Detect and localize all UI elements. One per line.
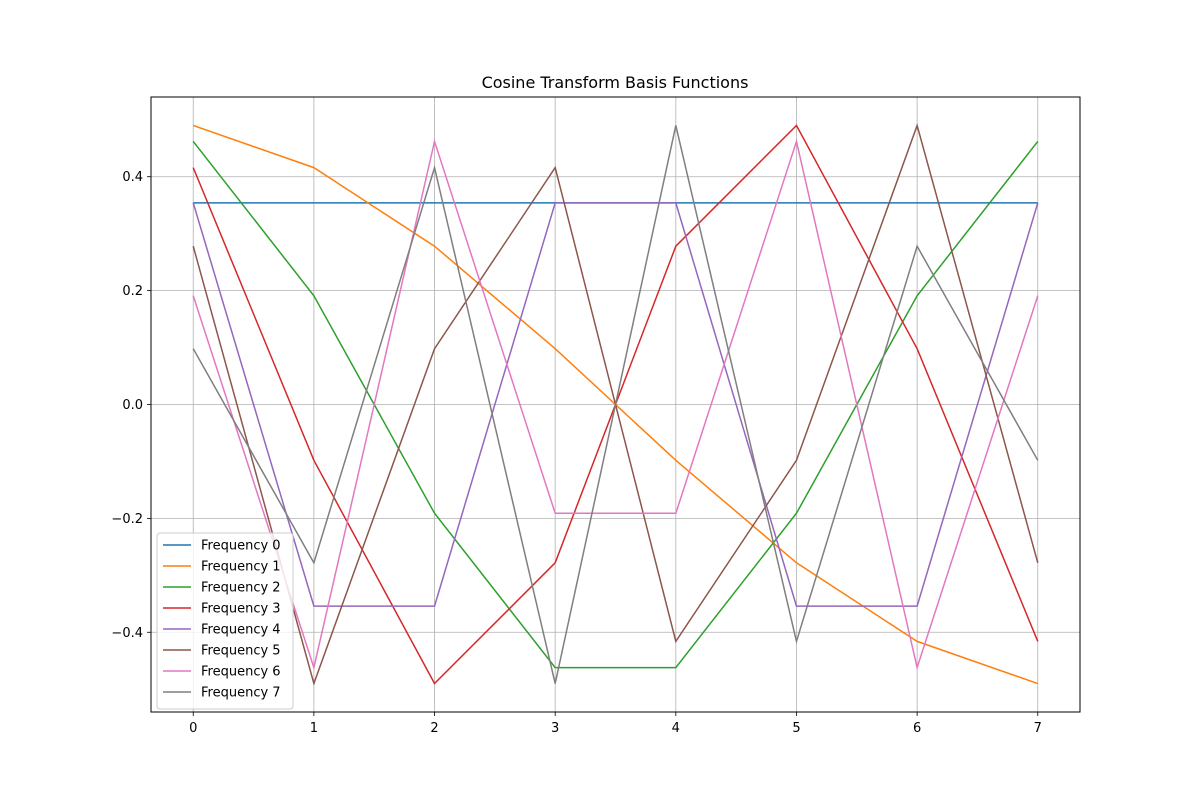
series-line-frequency-6 [192,138,1039,671]
legend-label: Frequency 0 [201,539,281,554]
chart-title: Cosine Transform Basis Functions [482,73,749,92]
legend-label: Frequency 5 [201,644,281,659]
legend-label: Frequency 7 [201,686,281,701]
y-tick-label: 0.2 [122,284,143,299]
x-tick-label: 2 [430,721,438,736]
x-tick-label: 7 [1034,721,1042,736]
legend-label: Frequency 6 [201,665,281,680]
x-tick-label: 6 [913,721,921,736]
y-tick-label: 0.4 [122,170,143,185]
x-tick-label: 0 [189,721,197,736]
legend-label: Frequency 4 [201,623,281,638]
x-tick-label: 1 [310,721,318,736]
series-line-frequency-4 [192,202,1039,607]
ticks: 0 1 2 3 4 5 6 7 −0.4 −0.2 0.0 0.2 0.4 [111,170,1041,736]
y-tick-label: −0.2 [111,512,143,527]
y-tick-label: −0.4 [111,626,143,641]
series-line-frequency-2 [192,140,1039,669]
legend-box [156,532,294,710]
series-group [192,122,1039,687]
legend-label: Frequency 2 [201,581,281,596]
series-line-frequency-7 [192,125,1039,684]
x-tick-label: 4 [672,721,680,736]
legend: Frequency 0 Frequency 1 Frequency 2 Frequen… [156,532,294,710]
legend-label: Frequency 3 [201,602,281,617]
x-tick-label: 5 [792,721,800,736]
x-tick-label: 3 [551,721,559,736]
legend-label: Frequency 1 [201,560,281,575]
y-tick-label: 0.0 [122,398,143,413]
